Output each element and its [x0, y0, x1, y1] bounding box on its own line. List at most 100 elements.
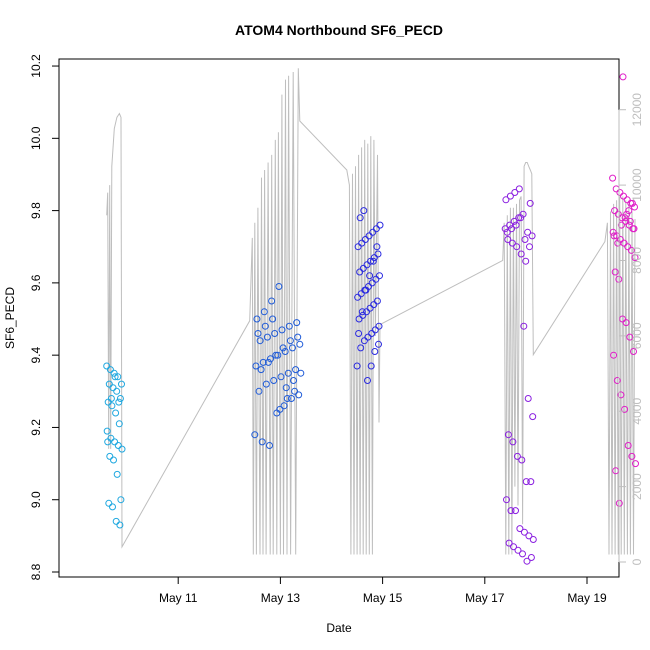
data-point — [617, 221, 625, 229]
data-point — [274, 351, 282, 359]
data-point — [364, 377, 371, 384]
data-point — [524, 395, 532, 402]
data-point — [293, 319, 301, 327]
data-point — [371, 348, 379, 355]
data-point — [630, 348, 637, 355]
data-point — [510, 217, 518, 225]
data-point — [292, 366, 300, 374]
data-point — [512, 221, 520, 229]
data-point — [103, 362, 111, 370]
data-point — [110, 456, 117, 464]
data-point — [267, 355, 274, 363]
data-point — [515, 214, 523, 222]
y-tick-label: 9.2 — [29, 419, 43, 436]
data-point — [357, 290, 365, 298]
data-point — [291, 387, 299, 395]
data-point — [284, 369, 292, 377]
data-point — [503, 228, 511, 236]
y-tick-label: 9.4 — [29, 346, 43, 363]
data-point — [280, 402, 288, 410]
data-point — [105, 380, 113, 388]
data-point — [505, 539, 513, 547]
data-point — [366, 272, 374, 280]
y2-tick-label: 8000 — [630, 247, 644, 274]
data-point — [116, 395, 124, 402]
data-point — [630, 225, 638, 233]
data-point — [354, 243, 362, 251]
y2-tick-label: 6000 — [630, 322, 644, 349]
data-point — [113, 470, 121, 478]
data-point — [517, 250, 525, 258]
data-point — [513, 452, 521, 460]
data-point — [365, 232, 373, 240]
data-point — [521, 236, 529, 243]
y-axis-label: SF6_PECD — [3, 287, 17, 349]
data-point — [372, 225, 380, 233]
data-point — [520, 322, 528, 330]
data-point — [358, 239, 366, 247]
data-point — [364, 333, 372, 341]
data-point — [253, 315, 261, 323]
data-point — [354, 293, 362, 301]
y2-tick-label: 2000 — [630, 473, 644, 500]
data-point — [527, 478, 535, 486]
data-point — [113, 387, 121, 395]
data-point — [613, 377, 621, 384]
y2-tick-label: 4000 — [630, 398, 644, 425]
data-point — [375, 322, 383, 330]
data-point — [623, 196, 631, 204]
data-point — [511, 189, 519, 196]
y2-tick-label: 0 — [630, 558, 644, 565]
data-point — [279, 344, 287, 352]
data-point — [522, 257, 530, 265]
data-point — [507, 507, 515, 515]
data-point — [356, 214, 364, 222]
data-point — [522, 478, 530, 486]
data-point — [632, 460, 639, 468]
data-point — [610, 351, 618, 359]
data-point — [111, 438, 119, 446]
data-point — [620, 192, 627, 200]
chart-title: ATOM4 Northbound SF6_PECD — [235, 22, 443, 38]
data-point — [376, 221, 384, 229]
data-point — [622, 319, 630, 327]
data-point — [631, 203, 638, 211]
secondary-series-line — [106, 68, 636, 555]
data-point — [115, 398, 123, 406]
data-point — [369, 257, 377, 265]
data-point — [282, 384, 290, 392]
data-point — [362, 286, 370, 294]
data-point — [112, 409, 120, 417]
data-point — [357, 344, 365, 352]
data-point — [373, 297, 381, 305]
data-point — [508, 239, 516, 247]
data-point — [118, 445, 126, 453]
secondary-line-layer — [106, 68, 636, 555]
data-point — [625, 207, 633, 215]
y2-tick-label: 10000 — [630, 168, 644, 202]
data-point — [353, 362, 361, 370]
y-tick-label: 9.0 — [29, 491, 43, 508]
data-point — [621, 405, 629, 413]
data-point — [252, 362, 260, 370]
data-point — [513, 243, 521, 251]
data-point — [110, 369, 118, 377]
data-point — [624, 442, 632, 449]
data-point — [277, 373, 285, 381]
data-point — [369, 228, 377, 236]
data-point — [359, 264, 367, 272]
data-point — [114, 442, 122, 449]
data-point — [257, 366, 265, 374]
data-point — [355, 330, 363, 337]
data-point — [287, 395, 295, 402]
data-point — [255, 387, 263, 395]
data-point — [294, 333, 302, 341]
data-point — [611, 268, 619, 276]
data-point — [360, 207, 368, 215]
data-point — [104, 438, 112, 446]
data-point — [527, 554, 535, 561]
data-point — [106, 366, 114, 374]
data-point — [259, 358, 267, 366]
data-point — [529, 413, 537, 421]
